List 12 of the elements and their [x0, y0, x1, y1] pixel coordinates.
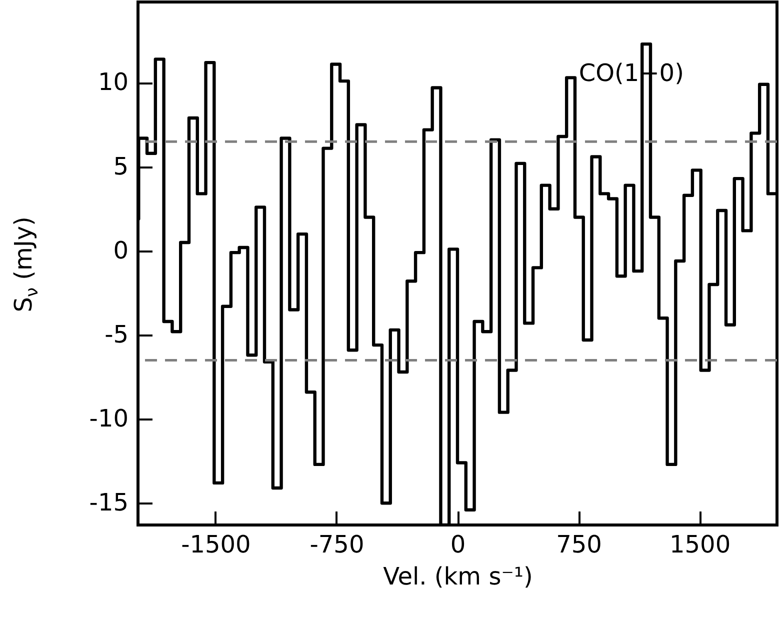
x-tick-label: 750: [556, 530, 602, 558]
y-tick-label: -10: [89, 404, 128, 433]
x-tick-label: -1500: [181, 530, 251, 558]
x-axis-title: Vel. (km s⁻¹): [383, 562, 533, 590]
x-tick-label: -750: [310, 530, 364, 558]
y-tick-label: 5: [113, 152, 128, 180]
y-tick-label: -5: [104, 320, 128, 348]
x-tick-label: 1500: [670, 530, 731, 558]
y-tick-label: 0: [113, 236, 128, 264]
y-tick-label: 10: [98, 68, 128, 96]
y-tick-label: -15: [89, 488, 128, 517]
x-tick-label: 0: [450, 530, 466, 558]
